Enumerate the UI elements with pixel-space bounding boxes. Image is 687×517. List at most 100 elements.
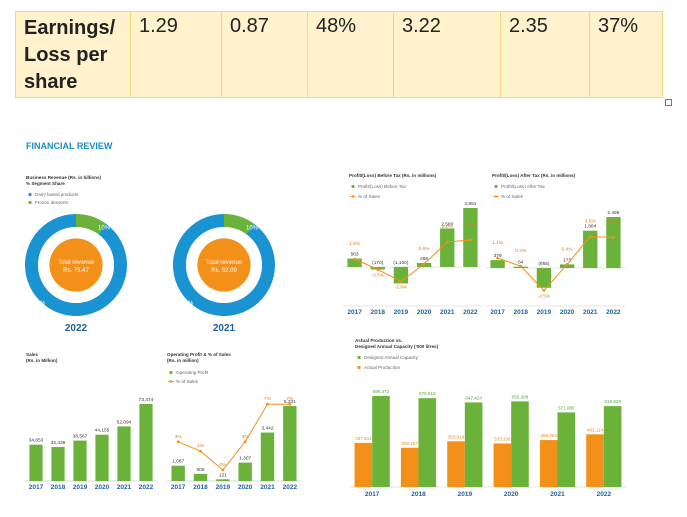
donut-center-disc: [197, 238, 251, 292]
line-point: [353, 257, 356, 261]
data-label: 64: [518, 260, 524, 266]
operating-profit-chart: 1,087 2017 505 2018 121 2019 1,307 2020 3,442 202…: [167, 396, 301, 491]
sales-chart: 34,653 2017 32,439 2018 38,567 2019 44,155 2020…: [25, 397, 157, 491]
tick-label: 2017: [29, 484, 44, 491]
series-line: [497, 235, 614, 292]
bar-actual: [539, 440, 558, 487]
bar: [216, 479, 230, 481]
donut-center-value: Rs. 73.47: [63, 268, 89, 274]
legend-marker: [169, 370, 173, 375]
tick-label: 2021: [550, 491, 565, 498]
tick-label: 2018: [193, 484, 208, 491]
percent-label: 0%: [219, 462, 227, 468]
data-label: 505: [196, 467, 204, 473]
data-label: 44,155: [95, 428, 110, 434]
tick-label: 2022: [139, 484, 154, 491]
percent-label: -0.5%: [371, 273, 384, 279]
bar-capacity: [511, 401, 529, 487]
tick-label: 2018: [51, 484, 66, 491]
percent-label: 0.6%: [419, 246, 431, 252]
donut-slice: [76, 214, 106, 235]
tick-label: 2018: [514, 309, 529, 316]
line-point: [565, 263, 569, 266]
bar: [559, 264, 575, 268]
legend-label: Actual Production: [364, 365, 400, 370]
bar-capacity: [557, 412, 576, 487]
line-point: [243, 440, 247, 444]
line-point: [445, 240, 449, 244]
bar: [139, 404, 153, 481]
legend-label: Frozen desserts: [35, 200, 69, 205]
bar: [95, 434, 109, 481]
slice-label: 90%: [33, 301, 46, 307]
legend-label: Designed Annual Capacity: [364, 355, 419, 360]
percent-label: 1.1%: [492, 240, 504, 246]
bar: [171, 465, 185, 481]
legend-label: Profit/(Loss) After Tax: [501, 184, 546, 189]
data-label: (170): [372, 260, 384, 266]
data-label: 32,439: [51, 440, 66, 446]
line-point: [176, 440, 180, 444]
percent-label: 3.4%: [608, 219, 620, 225]
data-label-capacity: 618,929: [604, 399, 621, 404]
percent-label: 0.4%: [562, 246, 574, 252]
bar: [347, 258, 362, 267]
data-label: 2,466: [607, 210, 619, 216]
bar-capacity: [464, 402, 483, 487]
donut-center-disc: [49, 238, 103, 292]
tick-label: 2021: [440, 309, 455, 316]
tick-label: 2019: [73, 484, 88, 491]
slice-label: 90%: [181, 301, 194, 307]
line-point: [496, 256, 499, 260]
bar: [283, 406, 297, 481]
percent-label: 5.4%: [465, 222, 477, 228]
line-point: [288, 402, 292, 406]
data-label-actual: 350,019: [448, 434, 465, 439]
tick-label: 2017: [490, 309, 505, 316]
tick-label: 2022: [463, 309, 478, 316]
donut-center-label: Total revenue: [58, 260, 95, 266]
slice-label: 10%: [98, 225, 111, 231]
chart-title: Actual Production vs.: [355, 338, 402, 343]
legend-label: % of Sales: [358, 194, 381, 199]
legend-label: % of Sales: [501, 194, 524, 199]
data-label: 563: [351, 252, 359, 258]
percent-label: 7%: [286, 396, 294, 402]
tick-label: 2017: [347, 309, 362, 316]
data-label-actual: 300,157: [401, 441, 418, 446]
percent-label: 5.0%: [442, 224, 454, 230]
legend-marker: [357, 355, 361, 360]
bar: [117, 426, 131, 481]
tick-label: 2020: [560, 309, 575, 316]
tick-label: 2020: [504, 491, 519, 498]
bar: [29, 444, 43, 481]
chart-subtitle: Designed Annual Capacity ('000 litres): [355, 344, 439, 349]
donut-year-label: 2022: [65, 323, 88, 334]
bar: [606, 217, 621, 268]
legend-marker: [351, 184, 355, 189]
table-resize-handle[interactable]: [665, 99, 672, 106]
percent-label: 1.6%: [349, 241, 361, 247]
data-label: 38,567: [73, 434, 88, 440]
bar-capacity: [418, 398, 437, 487]
pat-chart: 379 2017 64 2018 (955) 2019 173 2020 1,804 2021 2,…: [486, 210, 625, 316]
bar: [463, 208, 478, 267]
series-line: [177, 403, 290, 471]
production-chart: 337,811 696,472 2017 300,157 679,519 2018 350,…: [349, 389, 627, 498]
legend-marker: [351, 195, 355, 198]
line-point: [376, 268, 380, 271]
legend-marker: [357, 365, 361, 370]
percent-label: 0.2%: [515, 248, 527, 254]
data-label-actual: 333,136: [494, 436, 511, 441]
data-label-capacity: 571,065: [558, 405, 575, 410]
section-title: FINANCIAL REVIEW: [26, 141, 113, 151]
eps-cell: 2.35: [500, 11, 590, 98]
chart-subtitle: % Segment Share: [26, 181, 65, 186]
bar-capacity: [372, 396, 390, 487]
bar-actual: [447, 441, 465, 487]
data-label: 379: [494, 253, 502, 259]
bar: [193, 473, 208, 481]
line-point: [266, 402, 269, 406]
percent-label: -2.5%: [538, 294, 551, 300]
